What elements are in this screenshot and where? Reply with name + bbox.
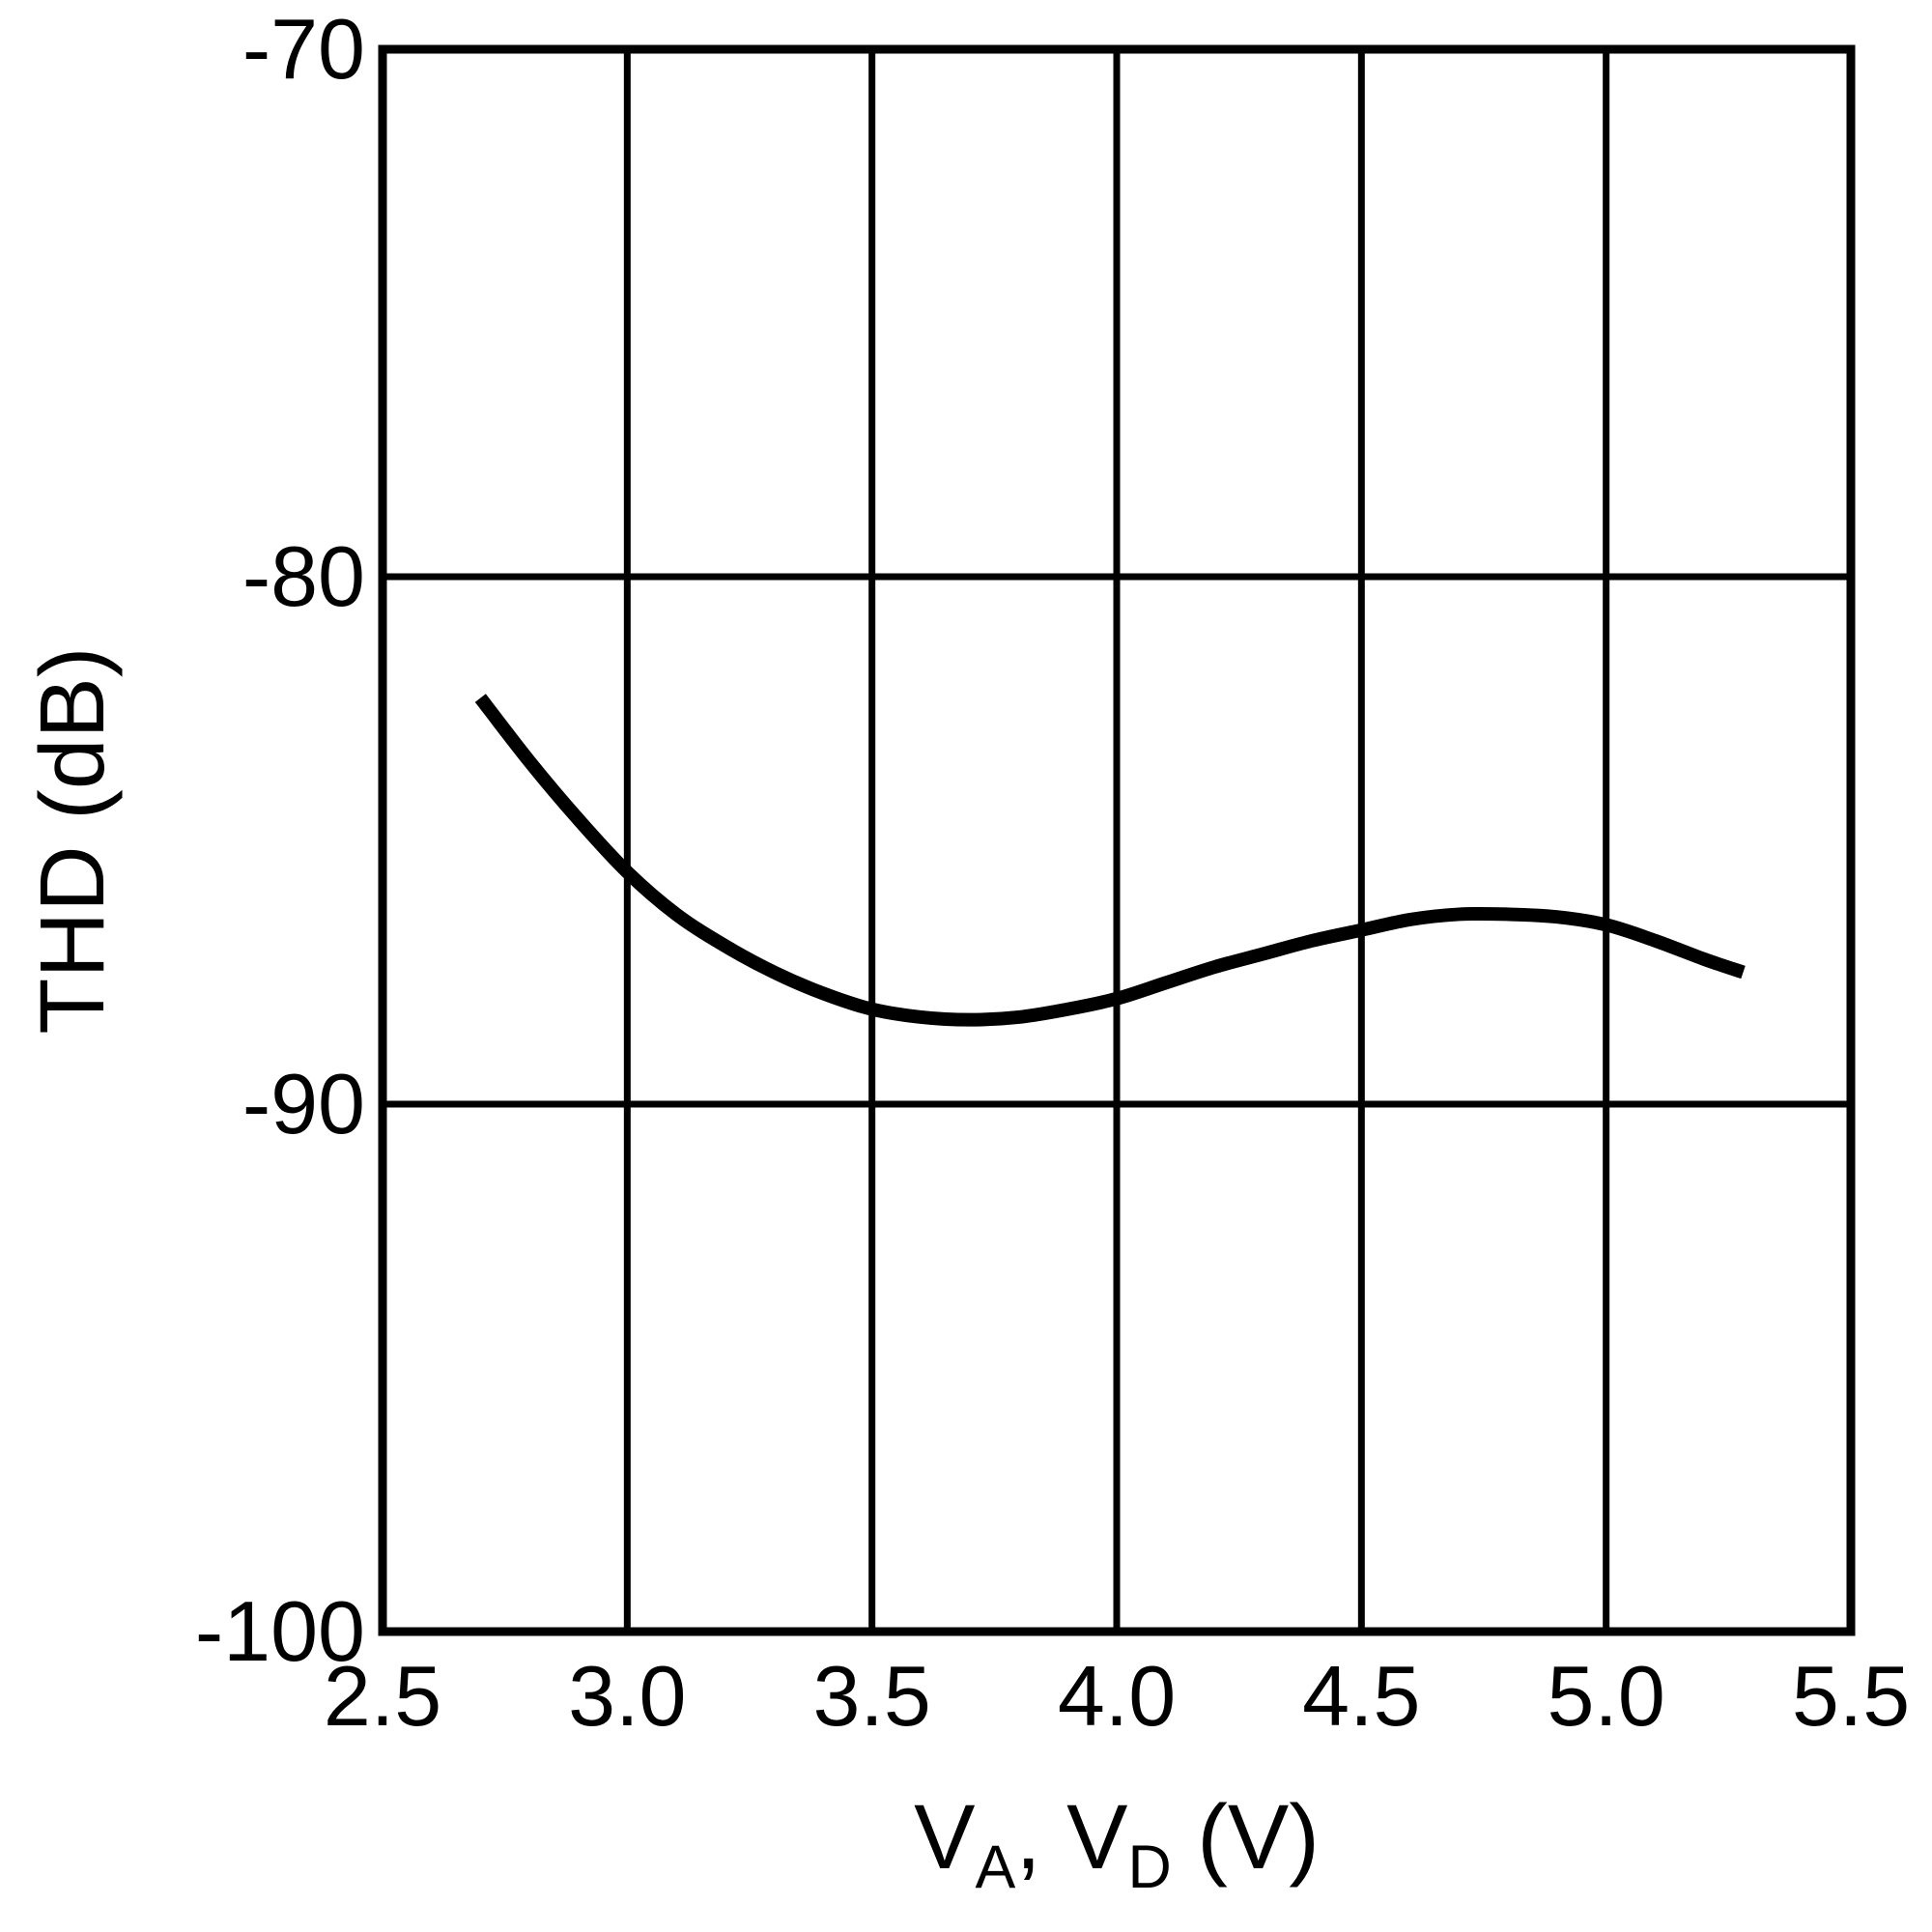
x-axis-label-v2: V <box>1066 1786 1128 1889</box>
y-tick-label: -90 <box>242 1056 365 1151</box>
x-axis-label: VA, VD (V) <box>383 1792 1851 1898</box>
x-axis-label-sub1: A <box>975 1833 1016 1902</box>
x-tick-label: 3.0 <box>568 1648 687 1744</box>
y-tick-label: -70 <box>242 1 365 97</box>
x-tick-label: 5.5 <box>1791 1648 1911 1744</box>
y-axis-label: THD (dB) <box>20 646 124 1035</box>
data-series-line <box>474 694 1746 1027</box>
x-axis-label-separator: , <box>1015 1786 1067 1889</box>
grid-lines <box>383 49 1851 1632</box>
y-tick-label: -100 <box>194 1583 365 1679</box>
x-axis-label-sub2: D <box>1127 1833 1172 1902</box>
y-tick-label: -80 <box>242 528 365 624</box>
x-tick-label: 5.0 <box>1547 1648 1665 1744</box>
plot-area-border <box>378 44 1856 1636</box>
x-axis-label-v1: V <box>914 1786 976 1889</box>
x-tick-label: 3.5 <box>812 1648 931 1744</box>
x-axis-label-unit: (V) <box>1171 1786 1320 1889</box>
data-series-group <box>474 694 1746 1027</box>
x-tick-label: 4.5 <box>1302 1648 1421 1744</box>
x-tick-label: 2.5 <box>323 1648 442 1744</box>
x-tick-label: 4.0 <box>1057 1648 1177 1744</box>
